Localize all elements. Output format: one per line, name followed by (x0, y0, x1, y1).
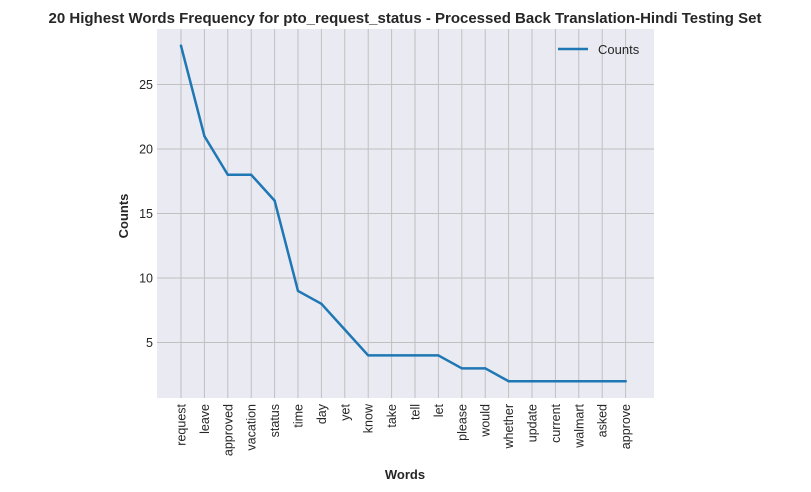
x-tick-label: let (432, 403, 446, 417)
legend: Counts (558, 42, 640, 57)
data-point (320, 302, 323, 306)
data-point (343, 328, 346, 331)
data-point (507, 380, 510, 383)
y-tick-label: 20 (139, 142, 153, 156)
series-lines (179, 44, 627, 383)
x-tick-label: day (315, 403, 329, 424)
data-point (226, 173, 229, 176)
x-tick-label: leave (198, 404, 212, 434)
x-axis-ticks: request leave approved vacation status time da… (175, 403, 634, 456)
series-line-counts (179, 44, 627, 383)
y-tick-label: 25 (139, 78, 153, 92)
x-tick-label: asked (596, 404, 610, 437)
x-tick-label: vacation (245, 404, 259, 451)
y-tick-label: 5 (146, 336, 153, 350)
data-point (577, 380, 580, 383)
x-tick-label: tell (409, 404, 423, 420)
data-point (484, 367, 487, 370)
x-tick-label: walmart (572, 403, 586, 448)
x-tick-label: update (526, 404, 540, 442)
data-point (413, 354, 417, 357)
data-point (437, 354, 440, 357)
x-tick-label: please (455, 404, 469, 441)
x-tick-label: approved (221, 404, 235, 456)
y-tick-label: 15 (139, 207, 153, 221)
x-tick-label: know (362, 403, 376, 433)
x-tick-label: time (292, 404, 306, 428)
data-point (273, 199, 276, 202)
data-point (460, 367, 463, 370)
grid-lines (157, 29, 654, 398)
x-tick-label: would (479, 404, 493, 438)
data-point (601, 380, 604, 383)
x-axis-label: Words (385, 467, 425, 482)
data-point (203, 134, 206, 138)
x-tick-label: yet (338, 403, 352, 420)
legend-label-counts: Counts (598, 42, 640, 57)
x-tick-label: status (268, 404, 282, 437)
data-point (296, 289, 300, 293)
x-tick-label: current (549, 403, 563, 442)
x-tick-label: request (175, 403, 189, 445)
x-tick-label: approve (619, 404, 633, 449)
x-tick-label: whether (502, 404, 516, 449)
data-point (250, 173, 253, 176)
data-point (179, 44, 183, 47)
x-tick-label: take (385, 404, 399, 428)
y-tick-label: 10 (139, 272, 153, 286)
y-axis-label: Counts (116, 194, 131, 239)
chart-title: 20 Highest Words Frequency for pto_reque… (49, 10, 762, 27)
y-axis-ticks: 5 10 15 20 25 (139, 78, 153, 350)
data-point (367, 354, 370, 357)
data-point (624, 380, 627, 383)
data-point (390, 354, 393, 357)
data-point (530, 380, 534, 383)
data-point (554, 380, 557, 383)
